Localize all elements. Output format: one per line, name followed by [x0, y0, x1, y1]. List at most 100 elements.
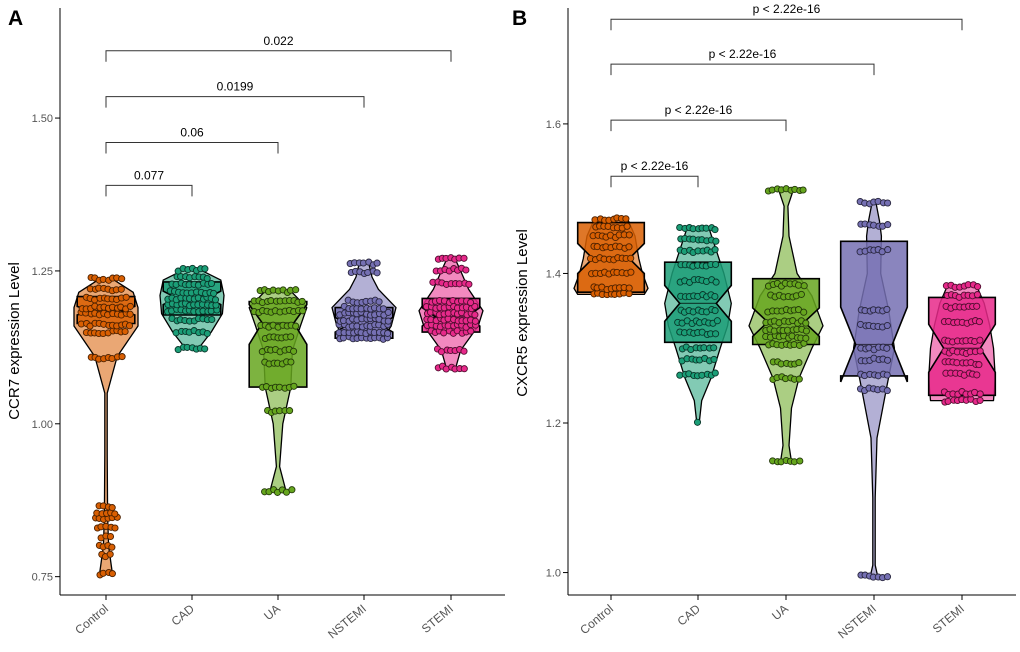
data-point: [883, 344, 891, 352]
group-stemi: [418, 254, 484, 373]
data-point: [623, 222, 631, 230]
x-tick-label: STEMI: [930, 602, 967, 636]
data-point: [373, 259, 381, 267]
data-point: [460, 254, 468, 262]
data-point: [373, 269, 381, 277]
panel-label-a: A: [8, 7, 23, 30]
data-point: [208, 315, 216, 324]
data-point: [111, 524, 119, 532]
comparison-bracket: 0.0199: [105, 80, 365, 108]
data-point: [118, 275, 126, 283]
data-point: [203, 274, 211, 283]
data-point: [117, 285, 125, 293]
x-tick-label: NSTEMI: [835, 602, 879, 642]
group-ua: [748, 185, 824, 466]
data-point: [287, 358, 295, 366]
data-point: [973, 371, 981, 379]
data-point: [712, 330, 720, 338]
plot-area-b: 1.0 1.2 1.4 1.6 Control CAD UA NSTEMI STEMI p < 2…: [546, 2, 1016, 641]
comparison-bracket: p < 2.22e-16: [610, 47, 875, 76]
data-point: [797, 290, 805, 298]
data-point: [375, 298, 383, 306]
data-point: [118, 353, 126, 361]
comparison-bracket: 0.077: [105, 168, 193, 197]
data-point: [713, 317, 721, 325]
data-point: [460, 365, 468, 373]
p-value-label: p < 2.22e-16: [665, 103, 733, 117]
group-nstemi: [839, 197, 909, 582]
data-point: [625, 231, 633, 239]
data-point: [211, 296, 220, 304]
data-point: [944, 397, 952, 405]
y-tick-label: 1.6: [546, 119, 561, 131]
data-point: [883, 371, 891, 379]
x-tick-label: Control: [577, 602, 616, 638]
data-point: [693, 418, 702, 426]
bracket-line: [610, 18, 963, 31]
data-point: [794, 281, 803, 289]
data-point: [795, 359, 803, 367]
data-point: [700, 344, 708, 352]
data-point: [287, 333, 295, 341]
data-point: [973, 291, 981, 299]
y-axis-label-b: CXCR5 expression Level: [514, 229, 531, 397]
data-point: [884, 356, 892, 364]
data-point: [203, 329, 211, 338]
data-point: [121, 327, 129, 336]
data-point: [111, 510, 119, 518]
y-axis-label-a: CCR7 expression Level: [6, 262, 23, 420]
data-point: [627, 268, 635, 276]
data-point: [973, 302, 981, 310]
data-point: [379, 305, 387, 313]
data-point: [976, 390, 984, 398]
x-tick-label: CAD: [169, 601, 198, 628]
data-point: [210, 289, 218, 297]
comparison-bracket: p < 2.22e-16: [610, 103, 787, 132]
bracket-line: [610, 119, 787, 132]
p-value-label: p < 2.22e-16: [753, 2, 821, 16]
data-point: [201, 265, 209, 273]
data-point: [711, 226, 719, 234]
plot-area-a: 0.75 1.00 1.25 1.50 Control CAD UA NSTEMI STEMI 0…: [32, 8, 505, 641]
data-point: [108, 504, 116, 512]
y-tick-label: 1.25: [32, 266, 53, 278]
data-point: [799, 186, 807, 194]
data-point: [292, 286, 300, 294]
data-point: [883, 321, 891, 330]
comparison-bracket: p < 2.22e-16: [610, 2, 963, 31]
data-point: [800, 282, 808, 290]
data-point: [290, 347, 298, 355]
data-point: [796, 457, 804, 465]
data-point: [884, 246, 892, 254]
data-point: [384, 329, 392, 337]
data-point: [290, 382, 298, 390]
data-point: [593, 243, 601, 251]
data-point: [625, 243, 633, 251]
data-point: [106, 532, 115, 541]
data-point: [126, 302, 134, 310]
data-point: [976, 347, 984, 355]
p-value-label: p < 2.22e-16: [709, 47, 777, 61]
x-tick-label: UA: [261, 602, 283, 623]
bracket-line: [105, 184, 193, 197]
panel-a: A CCR7 expression Level 0.75 1.00 1.25 1.50…: [6, 7, 505, 641]
x-tick-label: STEMI: [419, 602, 456, 636]
data-point: [126, 310, 134, 318]
comparison-bracket: p < 2.22e-16: [610, 159, 699, 188]
data-point: [384, 317, 392, 325]
data-point: [471, 317, 479, 325]
p-value-label: 0.077: [134, 168, 164, 182]
data-point: [802, 334, 810, 342]
data-point: [884, 221, 892, 229]
data-point: [207, 279, 216, 288]
bracket-line: [105, 142, 279, 154]
data-point: [975, 318, 983, 326]
p-value-label: 0.06: [180, 126, 204, 140]
data-point: [883, 573, 892, 581]
data-point: [106, 550, 114, 558]
data-point: [465, 280, 473, 288]
data-point: [471, 311, 479, 319]
data-point: [298, 297, 306, 305]
y-tick-label: 1.2: [546, 418, 561, 430]
